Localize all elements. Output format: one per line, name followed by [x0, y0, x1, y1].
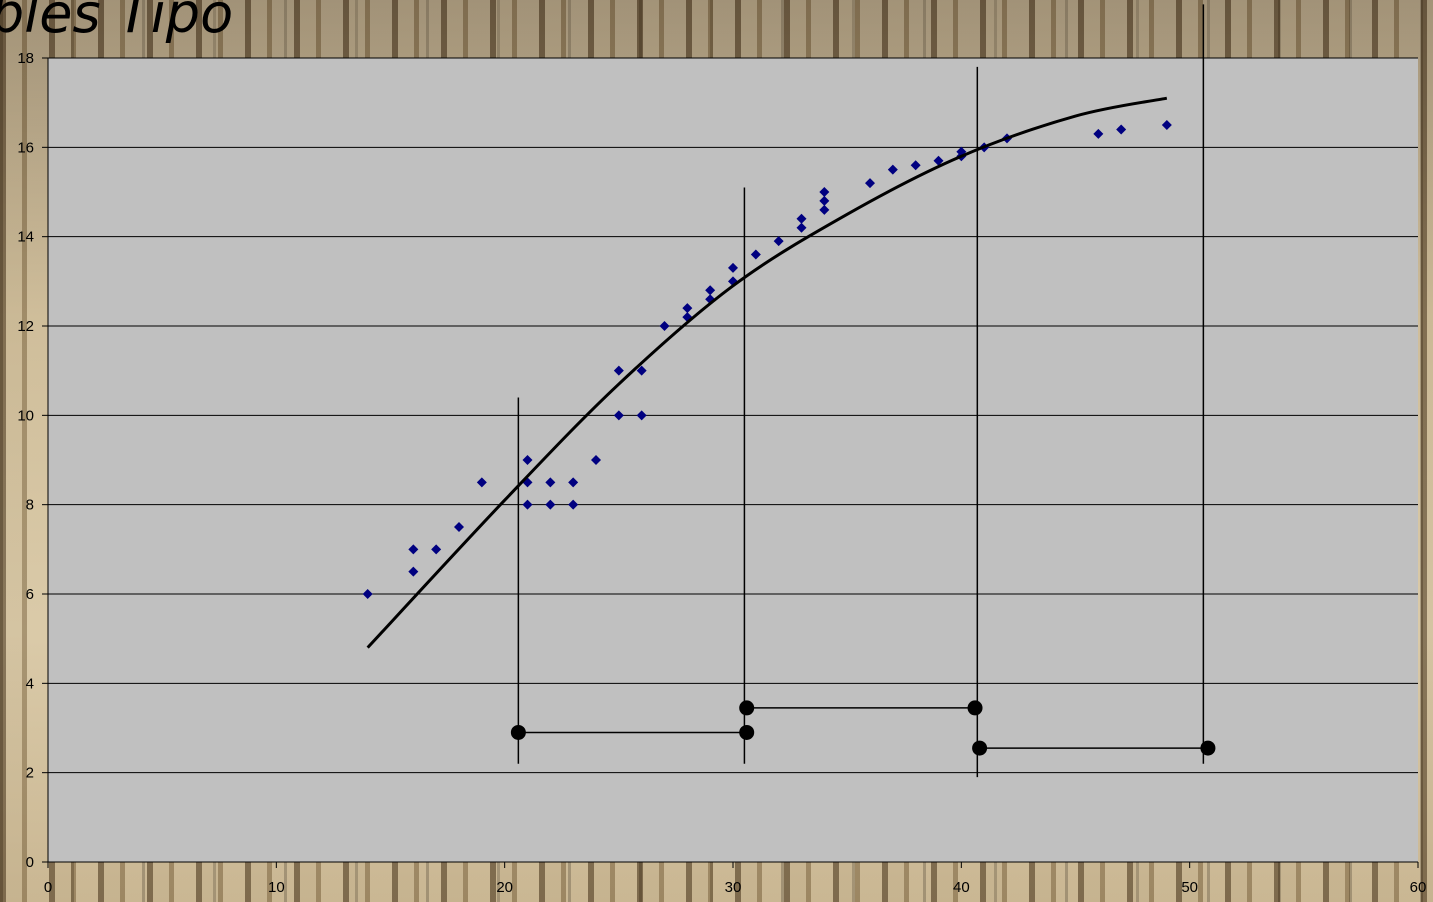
data-point: [591, 455, 601, 465]
data-point: [705, 285, 716, 296]
data-point: [1093, 128, 1104, 139]
x-axis-ticks: 0 10 20 30 40 50 60: [44, 862, 1427, 896]
data-point: [773, 236, 784, 247]
data-point: [522, 499, 533, 510]
data-point: [910, 160, 921, 171]
data-point: [1161, 120, 1172, 130]
y-axis-ticks: 0 2 4 6 8 10 12 14 16 18: [17, 50, 48, 871]
y-tick-label: 10: [17, 407, 34, 424]
x-tick-label: 30: [725, 879, 742, 896]
trendline: [366, 96, 1168, 649]
x-tick-label: 50: [1181, 879, 1198, 896]
y-tick-label: 4: [26, 675, 34, 692]
interval-endpoint: [510, 724, 526, 740]
x-tick-label: 0: [44, 879, 52, 896]
y-tick-label: 14: [17, 229, 34, 246]
data-point: [728, 262, 738, 273]
data-point: [933, 155, 944, 166]
data-point: [408, 544, 419, 555]
data-point: [362, 589, 373, 599]
gridlines: [48, 57, 1418, 774]
y-tick-label: 2: [26, 765, 34, 782]
data-points: [362, 120, 1172, 599]
data-point: [545, 477, 556, 488]
data-point: [431, 544, 442, 555]
interval-endpoint: [739, 724, 755, 740]
y-tick-label: 16: [17, 139, 34, 156]
data-point: [613, 365, 624, 376]
x-tick-label: 40: [953, 879, 970, 896]
x-tick-label: 20: [496, 879, 513, 896]
data-point: [1116, 124, 1127, 135]
interval-endpoint: [1200, 740, 1216, 756]
data-point: [568, 477, 579, 488]
data-point: [819, 204, 830, 215]
plot-area: [48, 58, 1418, 862]
data-point: [408, 566, 419, 577]
page-title: bles Tipo: [0, 0, 234, 45]
interval-endpoint: [972, 740, 988, 756]
data-point: [522, 455, 533, 465]
data-point: [887, 164, 898, 175]
data-point: [796, 222, 807, 233]
data-point: [865, 178, 875, 189]
x-tick-label: 10: [268, 879, 285, 896]
data-point: [545, 499, 556, 510]
class-intervals: [510, 700, 1216, 756]
data-point: [636, 365, 647, 376]
y-tick-label: 8: [26, 497, 34, 514]
data-point: [613, 410, 624, 421]
x-tick-label: 60: [1410, 879, 1427, 896]
data-point: [568, 499, 579, 510]
data-point: [454, 522, 464, 532]
data-point: [819, 187, 830, 197]
data-point: [476, 477, 487, 488]
y-tick-label: 12: [17, 318, 34, 335]
y-tick-label: 18: [17, 50, 34, 67]
y-tick-label: 0: [26, 854, 34, 871]
class-limit-lines: [517, 4, 1205, 778]
data-point: [659, 321, 670, 331]
interval-endpoint: [739, 700, 755, 716]
data-point: [636, 410, 647, 421]
data-point: [750, 249, 761, 260]
y-tick-label: 6: [26, 586, 34, 603]
interval-endpoint: [967, 700, 983, 716]
data-point: [796, 213, 807, 224]
data-point: [819, 195, 830, 206]
data-point: [682, 303, 693, 314]
